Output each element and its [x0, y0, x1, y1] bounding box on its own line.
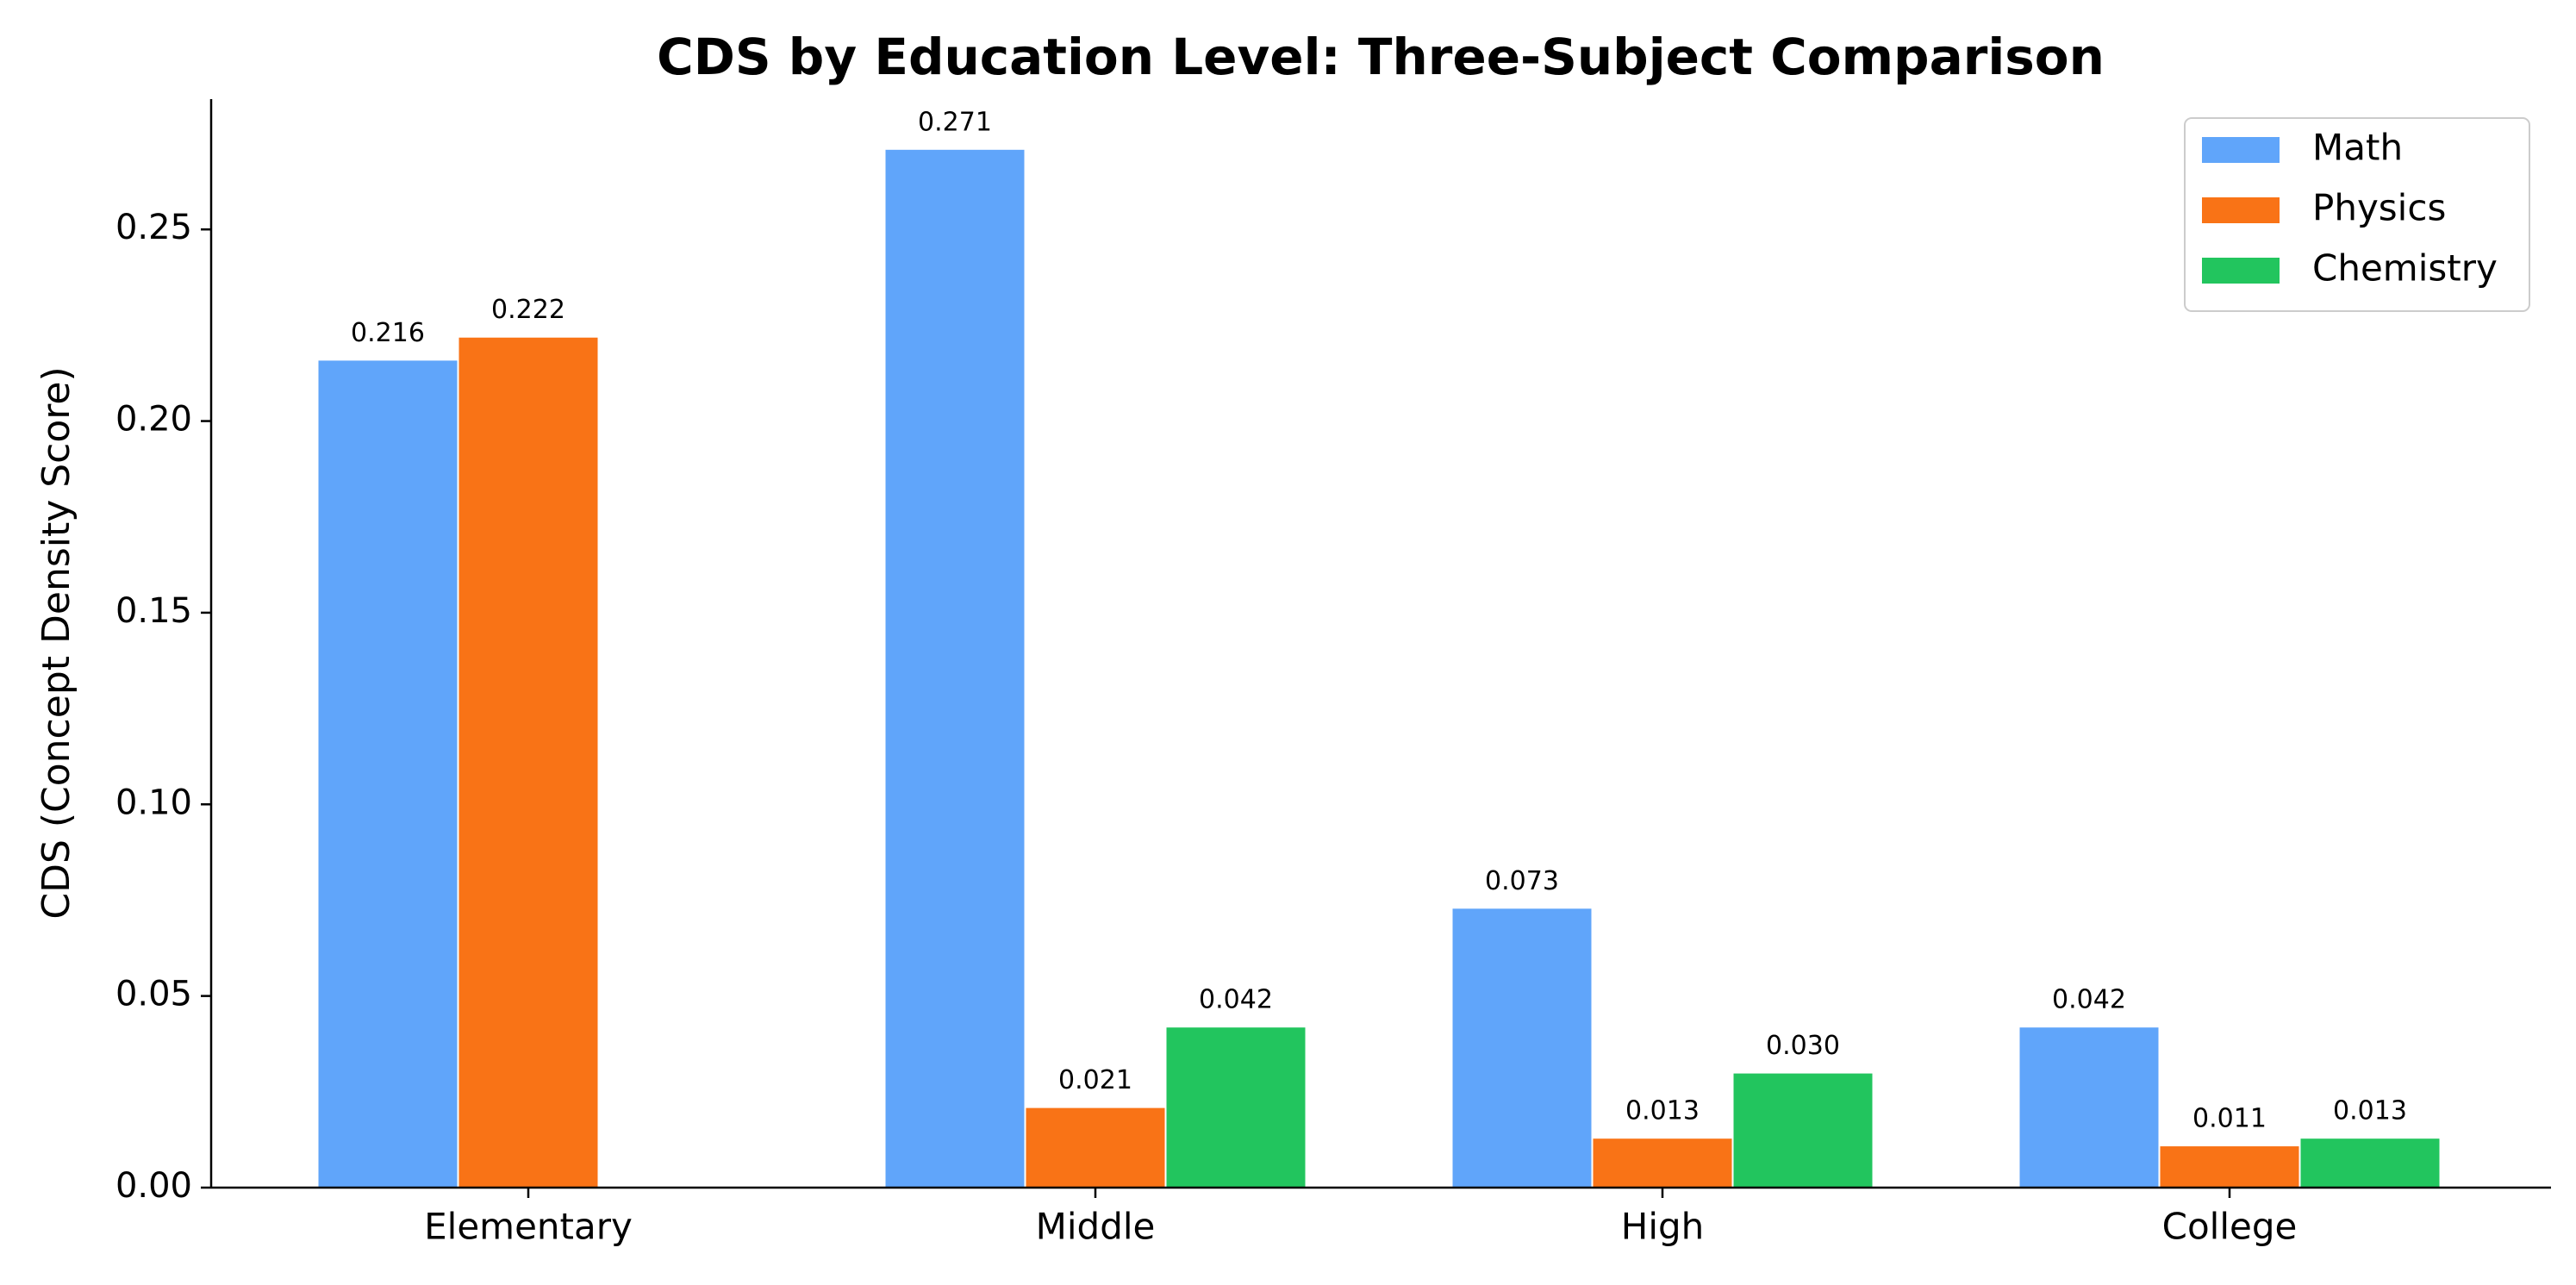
value-label: 0.042 [2052, 985, 2126, 1015]
bar [316, 359, 459, 1188]
value-label: 0.030 [1766, 1031, 1840, 1061]
bar [883, 147, 1026, 1189]
legend-swatch [2202, 258, 2280, 284]
bar [2298, 1137, 2442, 1189]
value-label: 0.073 [1485, 866, 1559, 896]
x-tick-label: College [2162, 1206, 2298, 1248]
legend: Math Physics Chemistry [2184, 117, 2530, 312]
y-tick-label: 0.15 [115, 591, 192, 631]
legend-swatch [2202, 137, 2280, 163]
x-tick-label: Elementary [424, 1206, 633, 1248]
y-axis-label: CDS (Concept Density Score) [34, 366, 78, 919]
y-tick-label: 0.00 [115, 1166, 192, 1206]
chart-title: CDS by Education Level: Three-Subject Co… [657, 28, 2105, 86]
bar [1591, 1137, 1734, 1189]
y-tick-label: 0.20 [115, 400, 192, 440]
bar [1450, 907, 1594, 1188]
value-label: 0.042 [1199, 985, 1273, 1015]
bar [2158, 1145, 2301, 1188]
y-tick-label: 0.25 [115, 208, 192, 247]
legend-label: Physics [2312, 187, 2446, 229]
value-label: 0.011 [2192, 1104, 2267, 1134]
bar [1731, 1071, 1874, 1188]
value-label: 0.021 [1058, 1065, 1132, 1095]
value-label: 0.013 [2333, 1096, 2407, 1126]
x-tick-label: High [1621, 1206, 1705, 1248]
x-tick-label: Middle [1036, 1206, 1156, 1248]
legend-label: Math [2312, 127, 2403, 169]
y-tick-label: 0.05 [115, 975, 192, 1014]
bar [1164, 1026, 1307, 1188]
legend-label: Chemistry [2312, 247, 2498, 290]
value-label: 0.013 [1625, 1096, 1700, 1126]
y-tick-label: 0.10 [115, 783, 192, 822]
bar [1024, 1106, 1167, 1188]
legend-swatch [2202, 197, 2280, 223]
value-label: 0.216 [351, 318, 425, 348]
value-label: 0.222 [491, 295, 565, 325]
value-label: 0.271 [918, 107, 992, 137]
bar [457, 335, 600, 1188]
bar [2018, 1026, 2161, 1188]
